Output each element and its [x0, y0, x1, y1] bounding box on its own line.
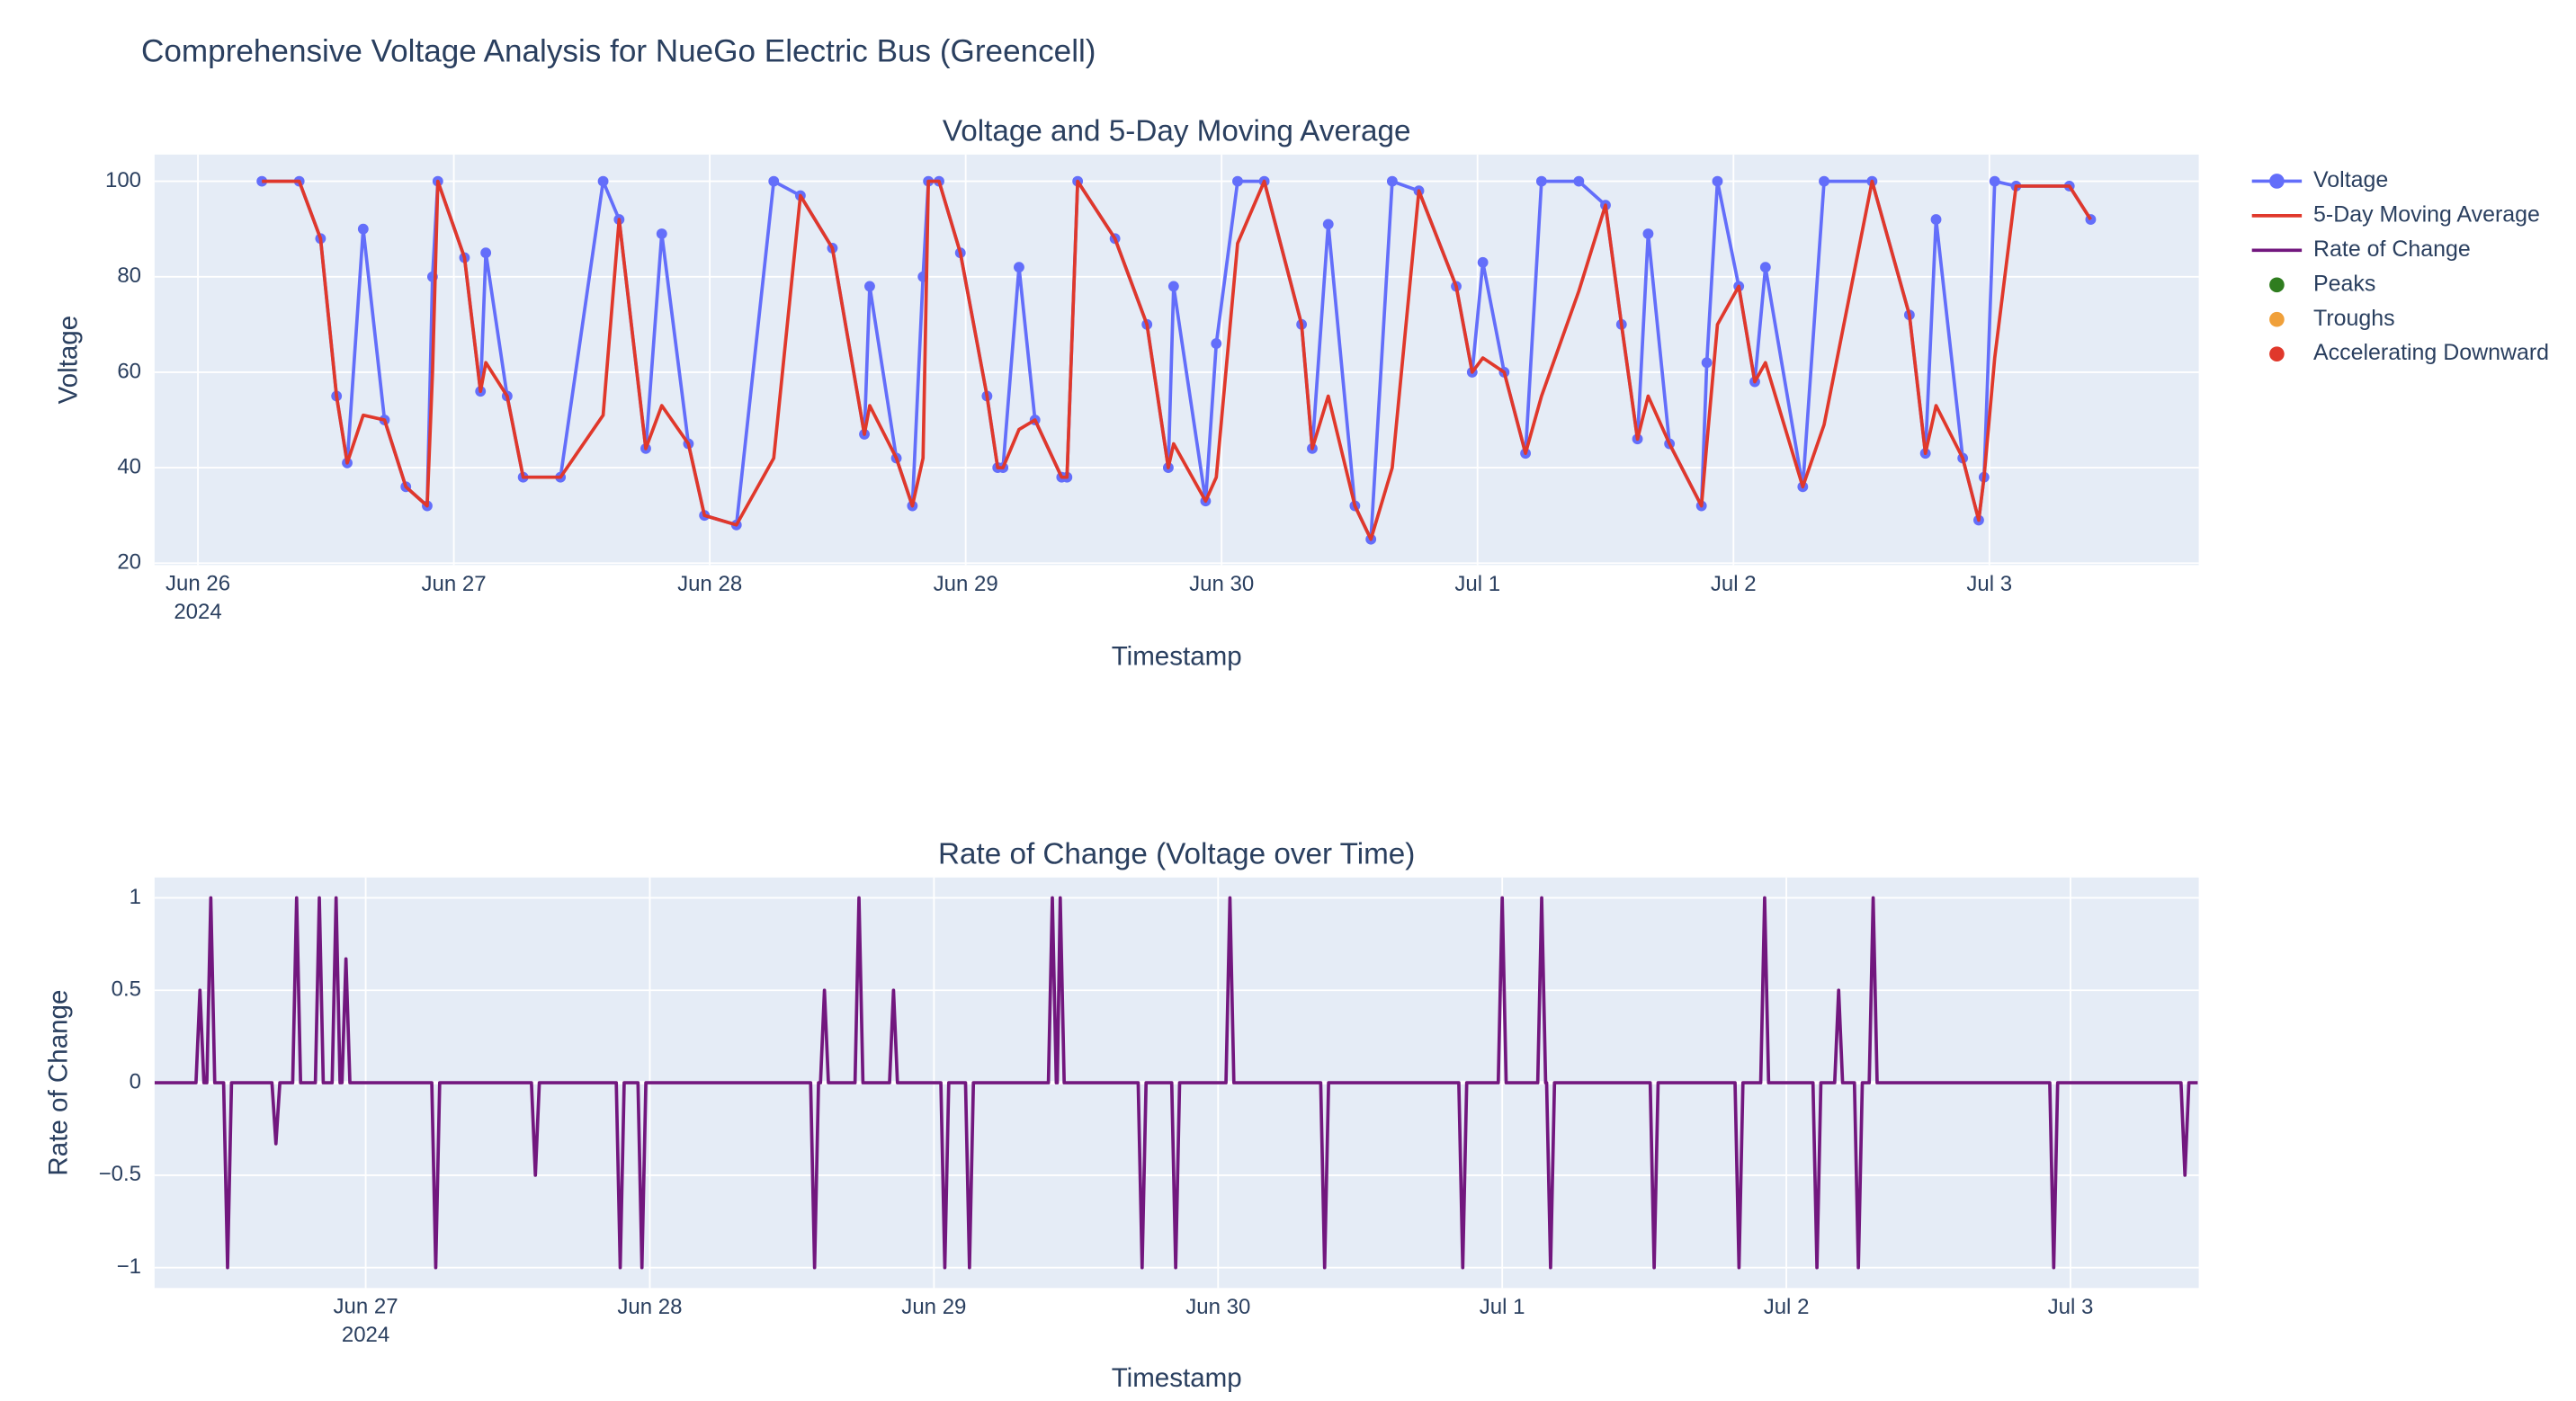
x-tick-label: Jul 3 — [1966, 572, 2012, 596]
legend-label: Rate of Change — [2313, 236, 2471, 262]
legend-marker — [2269, 311, 2285, 327]
series-marker — [1014, 262, 1024, 273]
legend-label: 5-Day Moving Average — [2313, 201, 2540, 227]
y-tick-label: 0.5 — [112, 977, 141, 1002]
x-tick-label: Jun 28 — [677, 572, 742, 596]
y-tick-label: 100 — [105, 168, 141, 192]
series-line — [262, 179, 2092, 541]
y-tick-label: −1 — [117, 1254, 141, 1279]
series-marker — [1322, 219, 1334, 230]
y-axis-title: Rate of Change — [43, 990, 73, 1176]
legend-marker — [2269, 346, 2285, 361]
series-marker — [1989, 175, 2000, 187]
series-marker — [1712, 175, 1723, 187]
x-tick-label: Jun 30 — [1185, 1295, 1250, 1319]
y-axis-title: Voltage — [53, 316, 83, 405]
x-tick-label: Jul 2 — [1764, 1295, 1810, 1319]
x-tick-label: Jul 1 — [1480, 1295, 1525, 1319]
y-tick-label: 80 — [117, 263, 141, 288]
series-marker — [1642, 228, 1654, 239]
series-marker — [1386, 175, 1398, 187]
legend-label: Accelerating Downward — [2313, 340, 2549, 365]
series-marker — [864, 281, 875, 292]
series-marker — [1232, 175, 1243, 187]
subplot-title: Rate of Change (Voltage over Time) — [938, 838, 1415, 871]
series-marker — [656, 228, 667, 239]
x-tick-label: Jun 29 — [934, 572, 998, 596]
x-tick-label: Jun 28 — [617, 1295, 682, 1319]
series-group — [256, 175, 2097, 545]
series-marker — [1167, 281, 1179, 292]
legend-label: Troughs — [2313, 306, 2395, 331]
y-tick-label: 20 — [117, 550, 141, 575]
series-marker — [1819, 175, 1829, 187]
x-tick-label: Jul 2 — [1711, 572, 1757, 596]
series-marker — [1535, 175, 1547, 187]
page-title: Comprehensive Voltage Analysis for NueGo… — [141, 33, 1096, 68]
x-tick-label: Jun 27 — [422, 572, 487, 596]
series-marker — [480, 247, 492, 259]
y-tick-label: −0.5 — [99, 1162, 141, 1186]
x-axis-title: Timestamp — [1112, 1363, 1242, 1393]
series-marker — [597, 175, 609, 187]
series-marker — [1930, 214, 1942, 225]
y-tick-label: 60 — [117, 359, 141, 383]
series-marker — [1573, 175, 1585, 187]
series-marker — [1477, 256, 1489, 268]
x-tick-label: Jul 3 — [2048, 1295, 2094, 1319]
subplot-title: Voltage and 5-Day Moving Average — [943, 115, 1411, 148]
series-marker — [1701, 357, 1713, 369]
legend-marker — [2269, 277, 2285, 293]
x-tick-label: Jun 26 2024 — [165, 572, 230, 624]
legend-label: Peaks — [2313, 271, 2375, 296]
x-tick-label: Jun 27 2024 — [334, 1295, 398, 1347]
y-tick-label: 1 — [130, 885, 141, 909]
series-marker — [768, 175, 780, 187]
x-tick-label: Jun 30 — [1189, 572, 1254, 596]
y-tick-label: 40 — [117, 454, 141, 478]
series-marker — [1211, 338, 1222, 349]
series-line — [154, 896, 2198, 1270]
legend-marker — [2269, 174, 2285, 189]
series-marker — [1759, 262, 1771, 273]
legend-label: Voltage — [2313, 167, 2388, 192]
series-group — [154, 896, 2198, 1270]
y-tick-label: 0 — [130, 1069, 141, 1093]
plot-area — [154, 154, 2199, 566]
x-axis-title: Timestamp — [1112, 642, 1242, 672]
x-tick-label: Jun 29 — [901, 1295, 966, 1319]
x-tick-label: Jul 1 — [1454, 572, 1500, 596]
series-marker — [357, 223, 369, 235]
